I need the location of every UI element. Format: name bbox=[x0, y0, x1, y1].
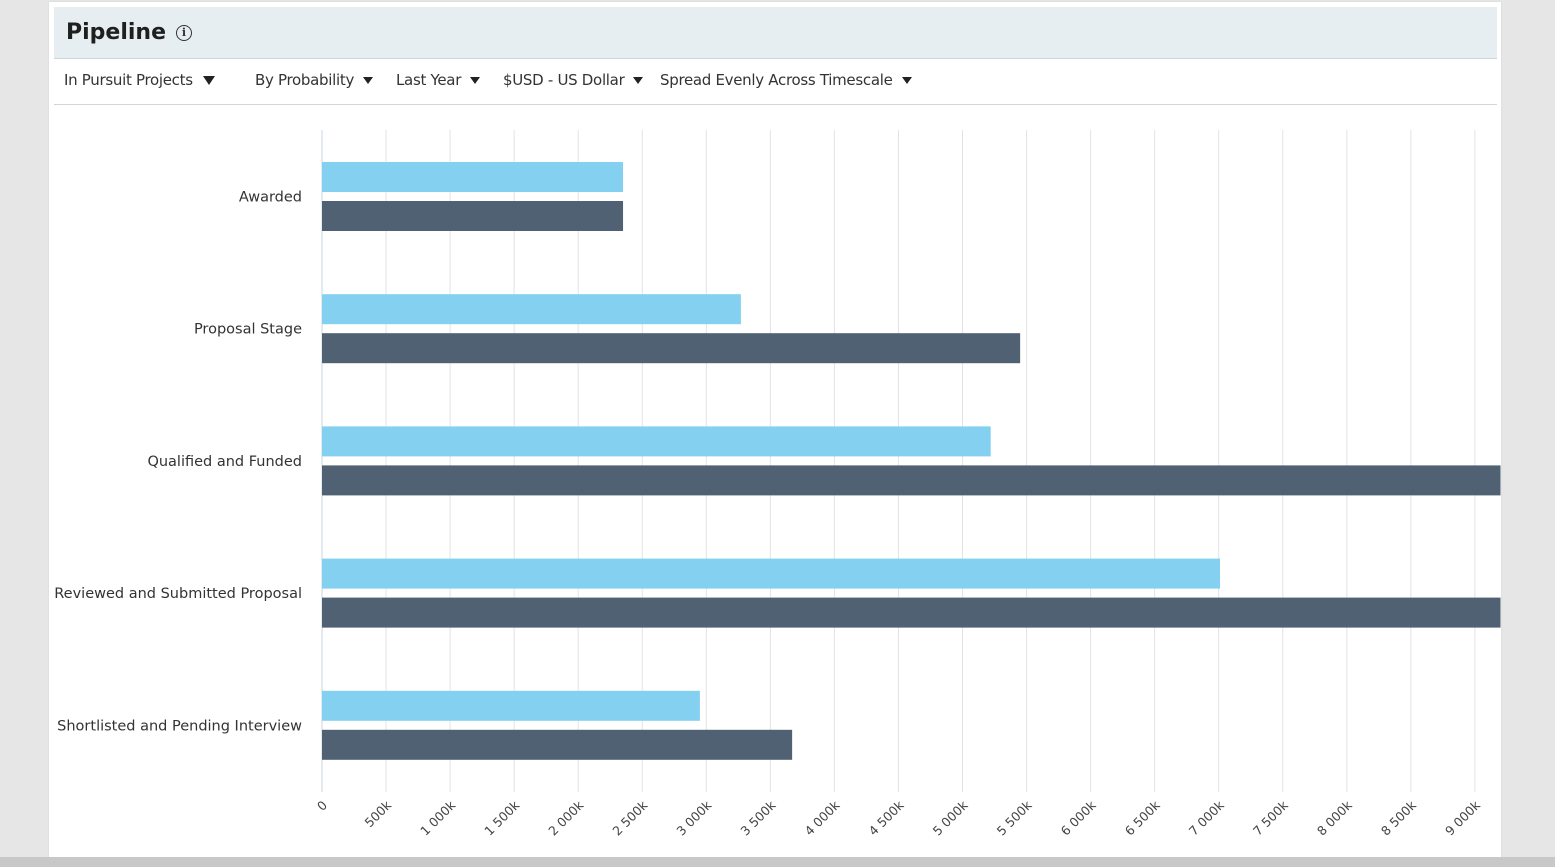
chevron-down-icon bbox=[901, 76, 912, 84]
x-tick-label: 1 000k bbox=[417, 797, 459, 839]
x-tick-label: 3 500k bbox=[737, 797, 779, 839]
period-filter-dropdown[interactable]: Last Year bbox=[396, 71, 481, 89]
x-tick-label: 1 500k bbox=[481, 797, 523, 839]
bar-dark bbox=[322, 201, 624, 231]
x-tick-label: 6 500k bbox=[1122, 797, 1164, 839]
chevron-down-icon bbox=[633, 76, 644, 84]
project-filter-dropdown[interactable]: In Pursuit Projects bbox=[64, 71, 215, 89]
x-tick-label: 6 000k bbox=[1058, 797, 1100, 839]
category-label: Qualified and Funded bbox=[147, 454, 302, 470]
chevron-down-icon bbox=[202, 75, 215, 85]
x-tick-label: 2 500k bbox=[609, 797, 651, 839]
x-tick-label: 4 500k bbox=[866, 797, 908, 839]
bar-light bbox=[322, 294, 741, 325]
bar-dark bbox=[322, 729, 793, 760]
probability-filter-dropdown[interactable]: By Probability bbox=[255, 71, 374, 89]
info-icon[interactable]: i bbox=[176, 24, 192, 41]
x-tick-label: 5 500k bbox=[994, 797, 1036, 839]
bar-dark bbox=[322, 333, 1021, 364]
project-filter-label: In Pursuit Projects bbox=[64, 71, 193, 89]
x-tick-label: 7 000k bbox=[1186, 797, 1228, 839]
timescale-filter-label: Spread Evenly Across Timescale bbox=[660, 71, 893, 89]
x-tick-label: 4 000k bbox=[801, 797, 843, 839]
bar-dark bbox=[322, 597, 1501, 628]
chevron-down-icon bbox=[470, 76, 481, 84]
period-filter-label: Last Year bbox=[396, 71, 462, 89]
category-label: Proposal Stage bbox=[194, 322, 302, 338]
x-tick-label: 2 000k bbox=[545, 797, 587, 839]
category-label: Shortlisted and Pending Interview bbox=[57, 718, 302, 734]
widget-header: Pipeline i bbox=[54, 7, 1497, 59]
bar-dark bbox=[322, 465, 1501, 496]
x-tick-label: 8 500k bbox=[1378, 797, 1420, 839]
pipeline-bar-chart: 0 500k 1 000k 1 500k 2 000k 2 500k 3 000k 3 500… bbox=[54, 130, 1501, 839]
category-label: Awarded bbox=[239, 190, 302, 206]
x-tick-label: 0 bbox=[314, 797, 330, 813]
pipeline-widget: Pipeline i In Pursuit Projects By Probab… bbox=[49, 2, 1501, 858]
category-label: Reviewed and Submitted Proposal bbox=[54, 586, 302, 602]
currency-filter-label: $USD - US Dollar bbox=[503, 71, 625, 89]
x-tick-label: 7 500k bbox=[1250, 797, 1292, 839]
bar-light bbox=[322, 558, 1220, 589]
x-tick-label: 500k bbox=[362, 797, 395, 830]
widget-title: Pipeline bbox=[66, 20, 166, 45]
filter-bar: In Pursuit Projects By Probability Last … bbox=[54, 59, 1497, 105]
probability-filter-label: By Probability bbox=[255, 71, 355, 89]
x-tick-label: 5 000k bbox=[930, 797, 972, 839]
bar-light bbox=[322, 162, 624, 192]
x-tick-label: 9 000k bbox=[1442, 797, 1484, 839]
bottom-scrollbar-track bbox=[0, 857, 1555, 867]
timescale-filter-dropdown[interactable]: Spread Evenly Across Timescale bbox=[660, 71, 912, 89]
bar-light bbox=[322, 690, 700, 721]
x-tick-label: 8 000k bbox=[1314, 797, 1356, 839]
x-tick-label: 3 000k bbox=[673, 797, 715, 839]
chevron-down-icon bbox=[363, 76, 374, 84]
bar-light bbox=[322, 426, 991, 457]
currency-filter-dropdown[interactable]: $USD - US Dollar bbox=[503, 71, 644, 89]
